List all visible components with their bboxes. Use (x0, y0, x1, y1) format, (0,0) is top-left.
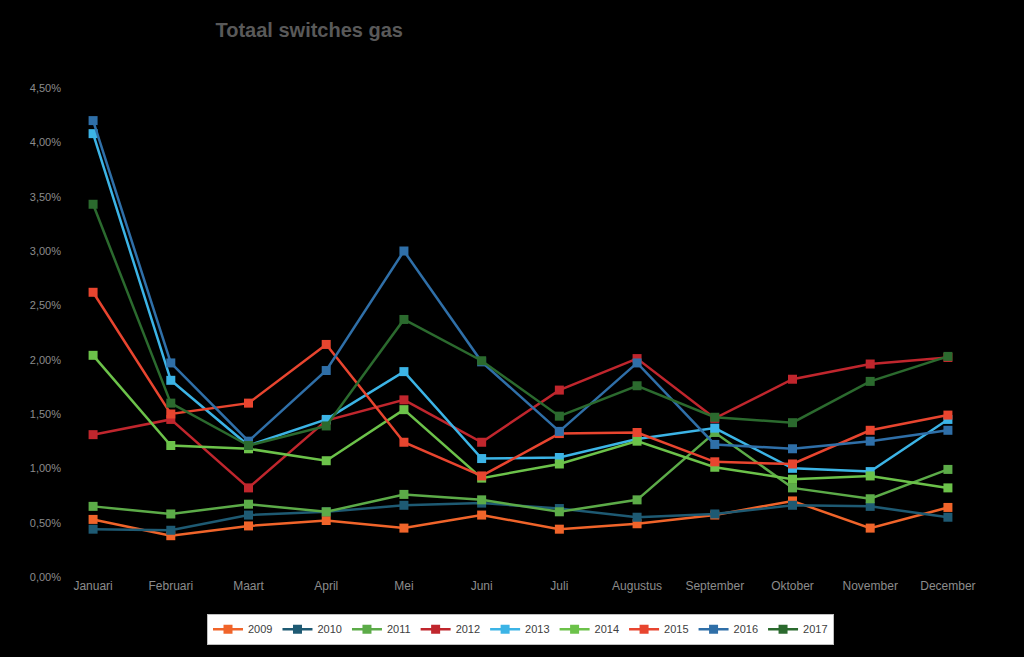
svg-text:April: April (314, 579, 338, 593)
svg-text:Mei: Mei (394, 579, 413, 593)
svg-text:2,50%: 2,50% (30, 299, 61, 311)
svg-text:2,00%: 2,00% (30, 354, 61, 366)
svg-text:1,00%: 1,00% (30, 462, 61, 474)
svg-text:2016: 2016 (734, 623, 758, 635)
svg-text:Juni: Juni (471, 579, 493, 593)
svg-text:4,50%: 4,50% (30, 82, 61, 94)
svg-text:Maart: Maart (233, 579, 264, 593)
svg-text:2011: 2011 (387, 623, 411, 635)
svg-text:Oktober: Oktober (771, 579, 814, 593)
svg-text:Januari: Januari (73, 579, 112, 593)
svg-text:2017: 2017 (803, 623, 827, 635)
svg-text:3,50%: 3,50% (30, 191, 61, 203)
svg-text:November: November (843, 579, 898, 593)
svg-text:2014: 2014 (595, 623, 619, 635)
svg-text:2015: 2015 (664, 623, 688, 635)
svg-text:0,00%: 0,00% (30, 571, 61, 583)
svg-text:September: September (685, 579, 744, 593)
svg-text:0,50%: 0,50% (30, 517, 61, 529)
svg-text:3,00%: 3,00% (30, 245, 61, 257)
svg-text:Augustus: Augustus (612, 579, 662, 593)
svg-text:4,00%: 4,00% (30, 136, 61, 148)
svg-text:2009: 2009 (248, 623, 272, 635)
svg-text:Juli: Juli (550, 579, 568, 593)
svg-text:December: December (920, 579, 975, 593)
svg-text:2013: 2013 (525, 623, 549, 635)
svg-text:2010: 2010 (317, 623, 341, 635)
svg-text:Totaal switches gas: Totaal switches gas (216, 19, 403, 41)
svg-text:2012: 2012 (456, 623, 480, 635)
svg-text:Februari: Februari (148, 579, 193, 593)
svg-text:1,50%: 1,50% (30, 408, 61, 420)
